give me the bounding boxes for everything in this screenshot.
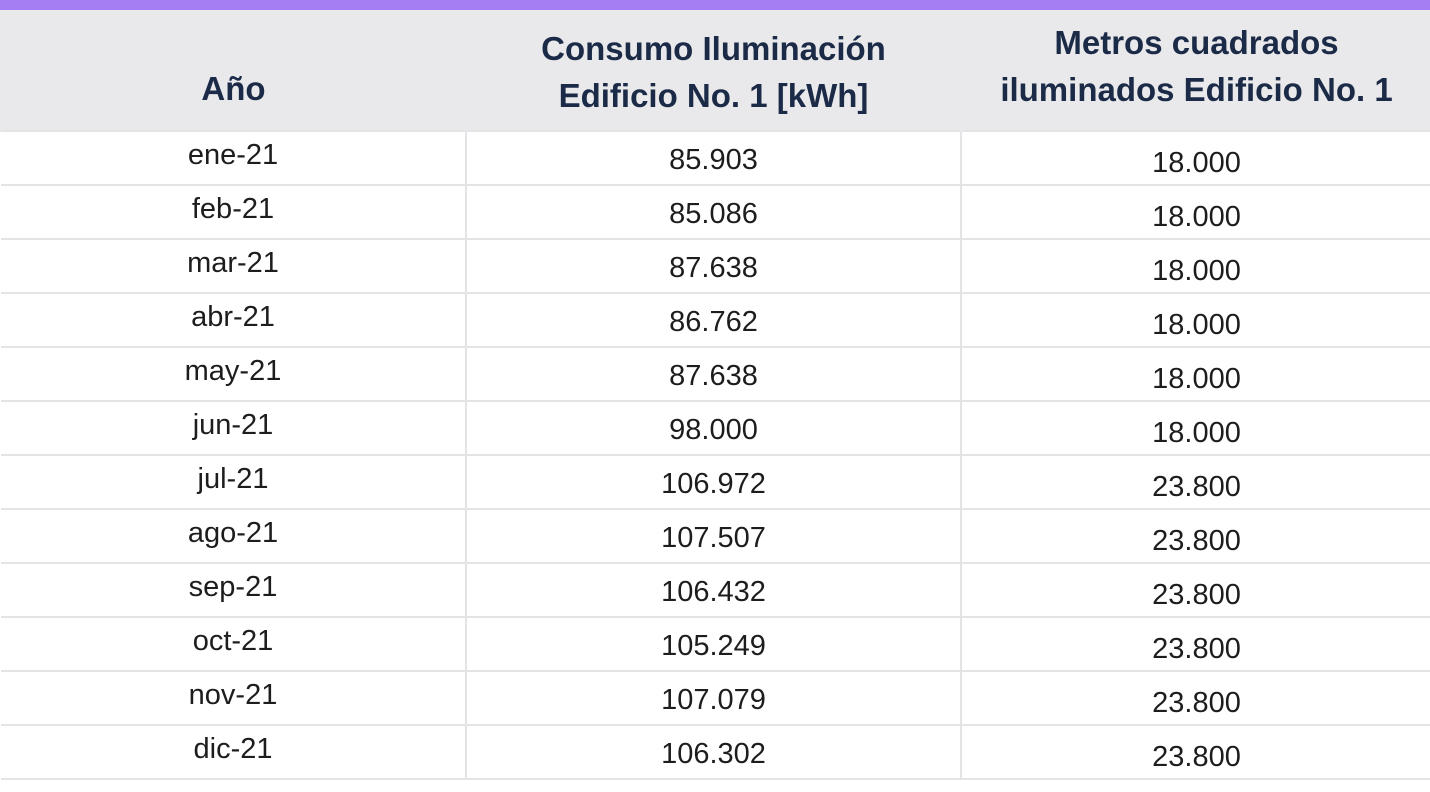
cell-consumo: 107.507 [465, 508, 962, 564]
table-row: mar-21 87.638 18.000 [1, 238, 1430, 294]
cell-metros: 23.800 [960, 454, 1430, 510]
table-row: sep-21 106.432 23.800 [1, 562, 1430, 618]
cell-year: mar-21 [1, 238, 467, 294]
column-header-metros: Metros cuadrados iluminados Edificio No.… [960, 10, 1430, 131]
table-row: nov-21 107.079 23.800 [1, 670, 1430, 726]
cell-consumo: 86.762 [465, 292, 962, 348]
cell-consumo: 87.638 [465, 238, 962, 294]
cell-metros: 23.800 [960, 616, 1430, 672]
cell-year: abr-21 [1, 292, 467, 348]
column-header-year: Año [0, 10, 466, 131]
table-row: abr-21 86.762 18.000 [1, 292, 1430, 348]
column-header-metros-line2: iluminados Edificio No. 1 [1000, 71, 1393, 108]
cell-year: jun-21 [1, 400, 467, 456]
cell-metros: 23.800 [960, 670, 1430, 726]
cell-year: oct-21 [1, 616, 467, 672]
cell-consumo: 106.432 [465, 562, 962, 618]
table-header: Año Consumo Iluminación Edificio No. 1 [… [0, 10, 1430, 131]
cell-year: jul-21 [1, 454, 467, 510]
cell-year: may-21 [1, 346, 467, 402]
cell-consumo: 87.638 [465, 346, 962, 402]
cell-metros: 23.800 [960, 724, 1430, 780]
table-body: ene-21 85.903 18.000 feb-21 85.086 18.000 mar-… [1, 130, 1430, 780]
column-header-metros-line1: Metros cuadrados [1054, 24, 1339, 61]
header-row: Año Consumo Iluminación Edificio No. 1 [… [0, 10, 1430, 131]
column-header-year-label: Año [201, 70, 266, 107]
cell-consumo: 106.302 [465, 724, 962, 780]
cell-metros: 18.000 [960, 400, 1430, 456]
accent-bar [0, 0, 1430, 10]
cell-consumo: 98.000 [465, 400, 962, 456]
cell-metros: 18.000 [960, 238, 1430, 294]
table-row: may-21 87.638 18.000 [1, 346, 1430, 402]
cell-consumo: 85.086 [465, 184, 962, 240]
column-header-consumo-line2: Edificio No. 1 [kWh] [558, 77, 869, 114]
cell-year: ene-21 [1, 130, 467, 186]
cell-consumo: 105.249 [465, 616, 962, 672]
table-row: ene-21 85.903 18.000 [1, 130, 1430, 186]
table-row: ago-21 107.507 23.800 [1, 508, 1430, 564]
cell-consumo: 85.903 [465, 130, 962, 186]
cell-metros: 18.000 [960, 130, 1430, 186]
cell-consumo: 106.972 [465, 454, 962, 510]
table-row: jul-21 106.972 23.800 [1, 454, 1430, 510]
cell-metros: 23.800 [960, 562, 1430, 618]
table-row: feb-21 85.086 18.000 [1, 184, 1430, 240]
cell-year: nov-21 [1, 670, 467, 726]
data-table: Año Consumo Iluminación Edificio No. 1 [… [0, 10, 1430, 780]
cell-consumo: 107.079 [465, 670, 962, 726]
cell-year: ago-21 [1, 508, 467, 564]
table-row: jun-21 98.000 18.000 [1, 400, 1430, 456]
cell-year: sep-21 [1, 562, 467, 618]
cell-metros: 18.000 [960, 292, 1430, 348]
cell-metros: 23.800 [960, 508, 1430, 564]
cell-year: dic-21 [1, 724, 467, 780]
table-row: oct-21 105.249 23.800 [1, 616, 1430, 672]
cell-metros: 18.000 [960, 184, 1430, 240]
table-row: dic-21 106.302 23.800 [1, 724, 1430, 780]
cell-metros: 18.000 [960, 346, 1430, 402]
column-header-consumo: Consumo Iluminación Edificio No. 1 [kWh] [465, 10, 961, 131]
cell-year: feb-21 [1, 184, 467, 240]
column-header-consumo-line1: Consumo Iluminación [541, 30, 886, 67]
